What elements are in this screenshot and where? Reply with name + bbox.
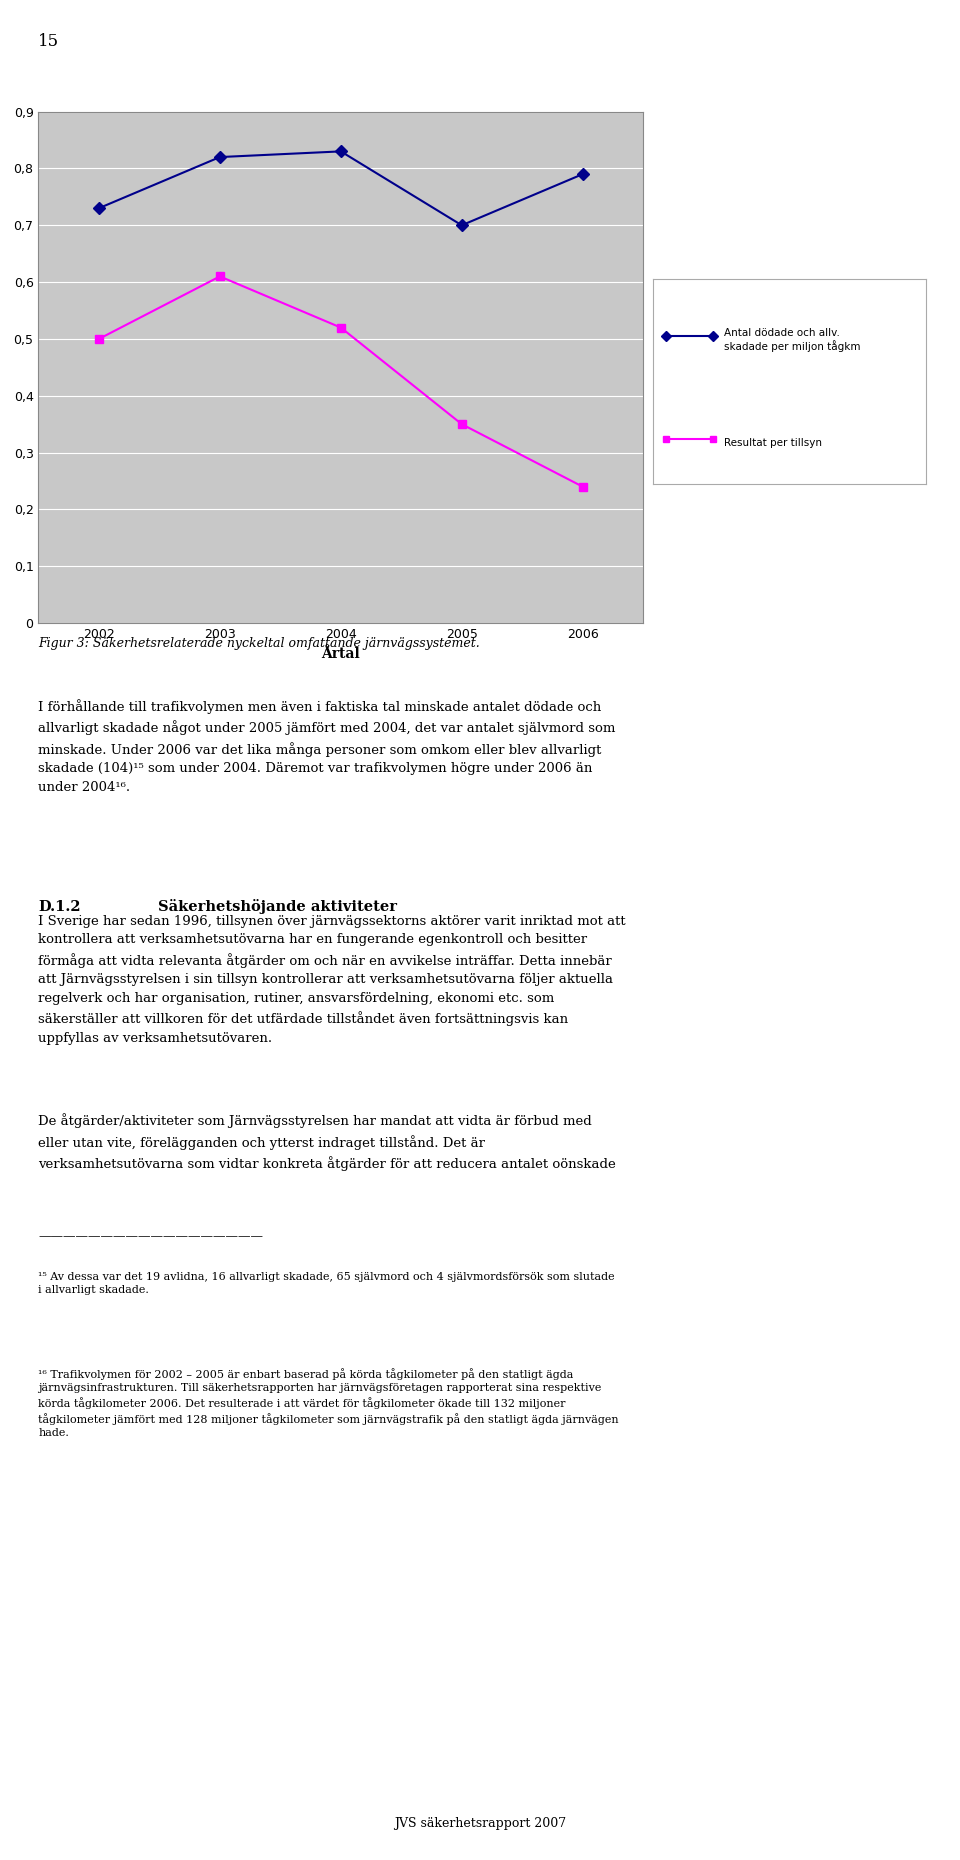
Text: ——————————————————: —————————————————— — [38, 1231, 263, 1244]
Text: Antal dödade och allv.
skadade per miljon tågkm: Antal dödade och allv. skadade per miljo… — [724, 329, 860, 352]
X-axis label: Årtal: Årtal — [322, 647, 360, 660]
Text: D.1.2: D.1.2 — [38, 900, 81, 915]
Text: De åtgärder/aktiviteter som Järnvägsstyrelsen har mandat att vidta är förbud med: De åtgärder/aktiviteter som Järnvägsstyr… — [38, 1114, 616, 1172]
Text: ¹⁵ Av dessa var det 19 avlidna, 16 allvarligt skadade, 65 självmord och 4 självm: ¹⁵ Av dessa var det 19 avlidna, 16 allva… — [38, 1272, 615, 1295]
Text: I Sverige har sedan 1996, tillsynen över järnvägssektorns aktörer varit inriktad: I Sverige har sedan 1996, tillsynen över… — [38, 915, 626, 1045]
Text: Resultat per tillsyn: Resultat per tillsyn — [724, 437, 822, 448]
Text: Säkerhetshöjande aktiviteter: Säkerhetshöjande aktiviteter — [158, 900, 397, 915]
Text: ¹⁶ Trafikvolymen för 2002 – 2005 är enbart baserad på körda tågkilometer på den : ¹⁶ Trafikvolymen för 2002 – 2005 är enba… — [38, 1369, 619, 1438]
Text: I förhållande till trafikvolymen men även i faktiska tal minskade antalet dödade: I förhållande till trafikvolymen men äve… — [38, 699, 615, 794]
Text: JVS säkerhetsrapport 2007: JVS säkerhetsrapport 2007 — [394, 1817, 566, 1830]
Text: 15: 15 — [38, 33, 60, 50]
Text: Figur 3: Säkerhetsrelaterade nyckeltal omfattande järnvägssystemet.: Figur 3: Säkerhetsrelaterade nyckeltal o… — [38, 638, 480, 651]
